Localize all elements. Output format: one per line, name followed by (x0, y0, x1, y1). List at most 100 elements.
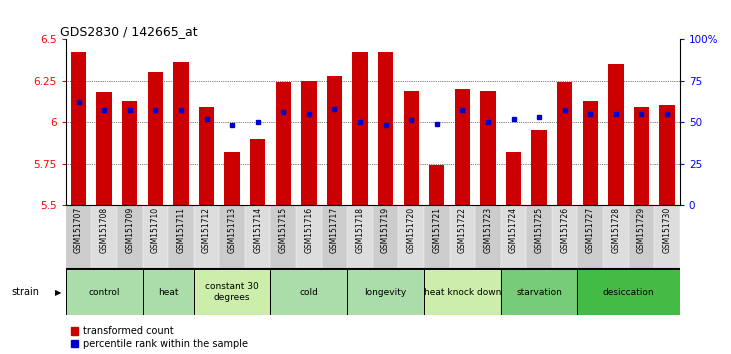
Bar (148, 72, 163, 205)
Text: GSM151727: GSM151727 (586, 207, 595, 253)
Text: GSM151728: GSM151728 (611, 207, 621, 253)
Text: GSM151725: GSM151725 (534, 207, 544, 253)
Bar (66, 269, 143, 315)
Bar (629, 205, 654, 269)
Bar (168, 205, 194, 269)
Text: cold: cold (300, 287, 318, 297)
Bar (526, 205, 552, 269)
Bar (143, 269, 194, 315)
Bar (219, 205, 245, 269)
Text: GSM151726: GSM151726 (560, 207, 569, 253)
Bar (501, 269, 577, 315)
Bar (654, 205, 680, 269)
Text: GDS2830 / 142665_at: GDS2830 / 142665_at (60, 25, 197, 38)
Text: GSM151711: GSM151711 (176, 207, 186, 253)
Bar (173, 62, 189, 205)
Bar (322, 205, 347, 269)
Bar (96, 92, 112, 205)
Bar (224, 152, 240, 205)
Bar (373, 205, 398, 269)
Text: GSM151713: GSM151713 (227, 207, 237, 253)
Bar (66, 205, 91, 269)
Bar (122, 101, 137, 205)
Text: GSM151710: GSM151710 (151, 207, 160, 253)
Text: constant 30
degrees: constant 30 degrees (205, 282, 259, 302)
Text: starvation: starvation (516, 287, 562, 297)
Bar (424, 269, 501, 315)
Legend: transformed count, percentile rank within the sample: transformed count, percentile rank withi… (71, 326, 249, 349)
Bar (352, 52, 368, 205)
Text: GSM151722: GSM151722 (458, 207, 467, 253)
Text: GSM151709: GSM151709 (125, 207, 135, 253)
Bar (583, 101, 598, 205)
Text: GSM151720: GSM151720 (406, 207, 416, 253)
Text: ▶: ▶ (55, 287, 61, 297)
Text: longevity: longevity (365, 287, 406, 297)
Bar (577, 269, 680, 315)
Text: GSM151714: GSM151714 (253, 207, 262, 253)
Bar (378, 52, 393, 205)
Bar (531, 130, 547, 205)
Bar (270, 269, 347, 315)
Bar (117, 205, 143, 269)
Bar (577, 205, 603, 269)
Text: GSM151712: GSM151712 (202, 207, 211, 253)
Bar (659, 105, 675, 205)
Text: GSM151716: GSM151716 (304, 207, 314, 253)
Text: GSM151729: GSM151729 (637, 207, 646, 253)
Bar (506, 152, 521, 205)
Bar (327, 75, 342, 205)
Bar (66, 269, 143, 315)
Bar (347, 269, 424, 315)
Bar (301, 80, 317, 205)
Bar (455, 89, 470, 205)
Bar (577, 269, 680, 315)
Text: GSM151719: GSM151719 (381, 207, 390, 253)
Bar (608, 64, 624, 205)
Bar (71, 52, 86, 205)
Text: GSM151707: GSM151707 (74, 207, 83, 253)
Text: GSM151718: GSM151718 (355, 207, 365, 253)
Bar (245, 205, 270, 269)
Text: GSM151730: GSM151730 (662, 207, 672, 253)
Bar (199, 107, 214, 205)
Text: GSM151723: GSM151723 (483, 207, 493, 253)
Bar (603, 205, 629, 269)
Bar (347, 269, 424, 315)
Text: heat knock down: heat knock down (424, 287, 501, 297)
Bar (270, 205, 296, 269)
Text: GSM151721: GSM151721 (432, 207, 442, 253)
Bar (480, 91, 496, 205)
Bar (270, 269, 347, 315)
Bar (424, 205, 450, 269)
Text: GSM151708: GSM151708 (99, 207, 109, 253)
Bar (143, 205, 168, 269)
Bar (501, 269, 577, 315)
Text: control: control (88, 287, 120, 297)
Bar (552, 205, 577, 269)
Bar (347, 205, 373, 269)
Bar (450, 205, 475, 269)
Bar (276, 82, 291, 205)
Bar (634, 107, 649, 205)
Text: GSM151724: GSM151724 (509, 207, 518, 253)
Text: heat: heat (158, 287, 178, 297)
Bar (296, 205, 322, 269)
Bar (194, 269, 270, 315)
Bar (557, 82, 572, 205)
Bar (250, 139, 265, 205)
Bar (194, 269, 270, 315)
Text: strain: strain (11, 287, 39, 297)
Text: GSM151717: GSM151717 (330, 207, 339, 253)
Bar (404, 91, 419, 205)
Bar (91, 205, 117, 269)
Text: desiccation: desiccation (603, 287, 654, 297)
Bar (143, 269, 194, 315)
Bar (398, 205, 424, 269)
Bar (501, 205, 526, 269)
Bar (429, 165, 444, 205)
Bar (475, 205, 501, 269)
Text: GSM151715: GSM151715 (279, 207, 288, 253)
Bar (194, 205, 219, 269)
Bar (424, 269, 501, 315)
